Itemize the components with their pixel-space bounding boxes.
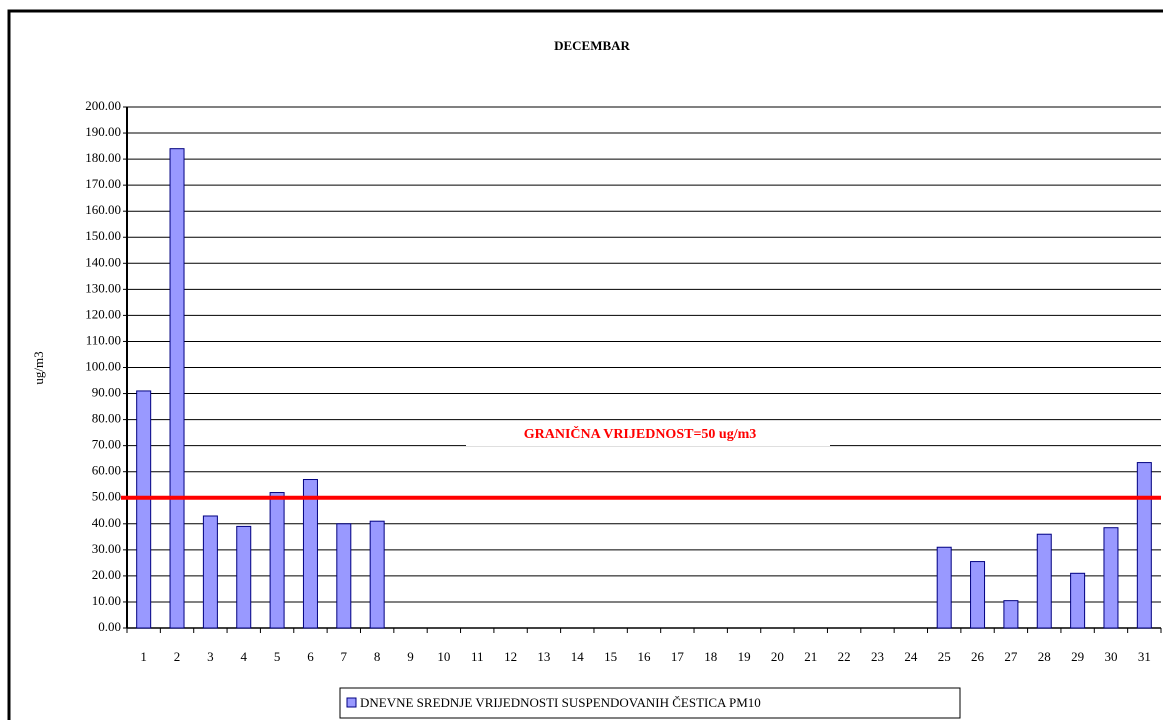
bar: [1036, 533, 1052, 629]
x-tick-label: 4: [240, 649, 247, 664]
bar: [936, 546, 952, 629]
x-tick-label: 25: [938, 649, 951, 664]
bar: [202, 515, 218, 629]
x-tick-label: 28: [1038, 649, 1051, 664]
y-tick-label: 160.00: [85, 202, 121, 217]
bar: [369, 520, 385, 629]
bar: [336, 523, 352, 629]
bar: [269, 492, 285, 629]
y-tick-label: 120.00: [85, 306, 121, 321]
x-tick-label: 18: [704, 649, 717, 664]
x-tick-label: 9: [407, 649, 414, 664]
x-tick-label: 19: [738, 649, 751, 664]
x-tick-label: 8: [374, 649, 381, 664]
y-tick-label: 0.00: [98, 619, 121, 634]
bar: [236, 525, 252, 629]
y-tick-label: 80.00: [92, 411, 121, 426]
x-tick-label: 30: [1104, 649, 1117, 664]
y-tick-label: 50.00: [92, 489, 121, 504]
threshold-label: GRANIČNA VRIJEDNOST=50 ug/m3: [524, 425, 757, 442]
bar: [169, 148, 185, 629]
x-tick-label: 26: [971, 649, 985, 664]
x-tick-label: 24: [904, 649, 918, 664]
x-tick-label: 31: [1138, 649, 1151, 664]
bar: [1070, 572, 1086, 629]
x-tick-label: 22: [838, 649, 851, 664]
x-tick-label: 12: [504, 649, 517, 664]
y-tick-label: 110.00: [86, 332, 121, 347]
bar: [970, 561, 986, 629]
y-tick-label: 150.00: [85, 228, 121, 243]
bar: [1136, 462, 1152, 629]
annotation-bg: [466, 424, 830, 446]
bar: [1003, 600, 1019, 629]
x-tick-label: 21: [804, 649, 817, 664]
x-tick-label: 15: [604, 649, 617, 664]
y-tick-label: 140.00: [85, 254, 121, 269]
y-tick-label: 130.00: [85, 280, 121, 295]
y-tick-label: 20.00: [92, 567, 121, 582]
y-tick-label: 180.00: [85, 150, 121, 165]
x-tick-label: 27: [1004, 649, 1018, 664]
x-tick-label: 11: [471, 649, 484, 664]
y-tick-label: 90.00: [92, 385, 121, 400]
bar: [136, 390, 152, 629]
x-tick-label: 16: [638, 649, 652, 664]
legend-swatch: [346, 697, 357, 708]
chart-title: DECEMBAR: [554, 38, 630, 53]
x-tick-label: 20: [771, 649, 784, 664]
y-tick-label: 60.00: [92, 463, 121, 478]
x-tick-label: 13: [537, 649, 550, 664]
x-tick-label: 1: [140, 649, 147, 664]
y-tick-label: 30.00: [92, 541, 121, 556]
bar: [302, 479, 318, 629]
x-tick-label: 6: [307, 649, 314, 664]
y-tick-label: 170.00: [85, 176, 121, 191]
x-tick-label: 10: [437, 649, 450, 664]
legend-label: DNEVNE SREDNJE VRIJEDNOSTI SUSPENDOVANIH…: [360, 695, 761, 710]
x-tick-label: 14: [571, 649, 585, 664]
x-tick-label: 23: [871, 649, 884, 664]
bar: [1103, 527, 1119, 629]
y-axis-label: ug/m3: [31, 351, 46, 384]
y-tick-label: 40.00: [92, 515, 121, 530]
y-tick-label: 190.00: [85, 124, 121, 139]
x-tick-label: 7: [341, 649, 348, 664]
x-tick-label: 3: [207, 649, 214, 664]
x-tick-label: 2: [174, 649, 181, 664]
x-tick-label: 17: [671, 649, 685, 664]
x-tick-label: 5: [274, 649, 281, 664]
x-tick-label: 29: [1071, 649, 1084, 664]
y-tick-label: 200.00: [85, 98, 121, 113]
y-tick-label: 70.00: [92, 437, 121, 452]
y-tick-label: 100.00: [85, 358, 121, 373]
legend-box: [339, 687, 961, 719]
y-tick-label: 10.00: [92, 593, 121, 608]
